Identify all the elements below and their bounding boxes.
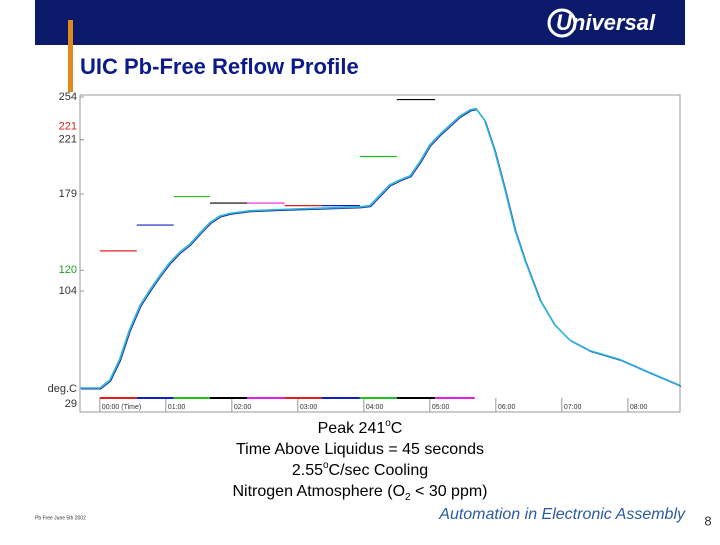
y-tick-label: 104 bbox=[59, 285, 77, 297]
tagline: Automation in Electronic Assembly bbox=[438, 506, 686, 523]
x-tick-label: 07:00 bbox=[564, 404, 582, 411]
header-bar bbox=[35, 0, 685, 45]
y-tick-label: 179 bbox=[59, 188, 77, 200]
y-axis-label: deg.C bbox=[48, 383, 77, 395]
x-tick-label: 03:00 bbox=[300, 404, 318, 411]
note: 2.55oC/sec Cooling bbox=[292, 460, 428, 480]
note-part: 2 bbox=[405, 492, 411, 503]
x-tick-label: 02:00 bbox=[234, 404, 252, 411]
x-tick-label: 00:00 (Time) bbox=[102, 404, 141, 411]
logo: Universal bbox=[556, 10, 656, 35]
profile-line bbox=[80, 107, 681, 389]
y-tick-label: 221 bbox=[59, 134, 77, 146]
note: Nitrogen Atmosphere (O2 < 30 ppm) bbox=[232, 483, 487, 502]
note-part: < 30 ppm) bbox=[411, 483, 488, 500]
page-number: 8 bbox=[704, 513, 711, 528]
accent-bar bbox=[68, 20, 73, 92]
note: Peak 241oC bbox=[318, 418, 403, 438]
footer-note: Pb Free June 5th 2002 bbox=[35, 515, 86, 521]
y-tick-label: 29 bbox=[65, 398, 77, 410]
note-part: C/sec Cooling bbox=[329, 462, 429, 479]
plot-frame bbox=[79, 94, 681, 413]
note-part: o bbox=[323, 460, 329, 471]
note: Time Above Liquidus = 45 seconds bbox=[236, 441, 484, 458]
x-tick-label: 01:00 bbox=[168, 404, 186, 411]
y-tick-label: 120 bbox=[59, 264, 77, 276]
note-part: Nitrogen Atmosphere (O bbox=[232, 483, 405, 500]
note-part: C bbox=[391, 420, 403, 437]
y-tick-label: 221 bbox=[59, 121, 77, 133]
y-tick-label: 254 bbox=[59, 91, 77, 103]
x-tick-label: 06:00 bbox=[498, 404, 516, 411]
note-part: Time Above Liquidus = 45 seconds bbox=[236, 441, 484, 458]
logo-mark bbox=[547, 8, 577, 38]
note-part: 2.55 bbox=[292, 462, 323, 479]
note-part: Peak 241 bbox=[318, 420, 386, 437]
note-part: o bbox=[385, 418, 391, 429]
x-tick-label: 04:00 bbox=[366, 404, 384, 411]
x-tick-label: 05:00 bbox=[432, 404, 450, 411]
x-tick-label: 08:00 bbox=[630, 404, 648, 411]
chart-title: UIC Pb-Free Reflow Profile bbox=[80, 54, 359, 79]
